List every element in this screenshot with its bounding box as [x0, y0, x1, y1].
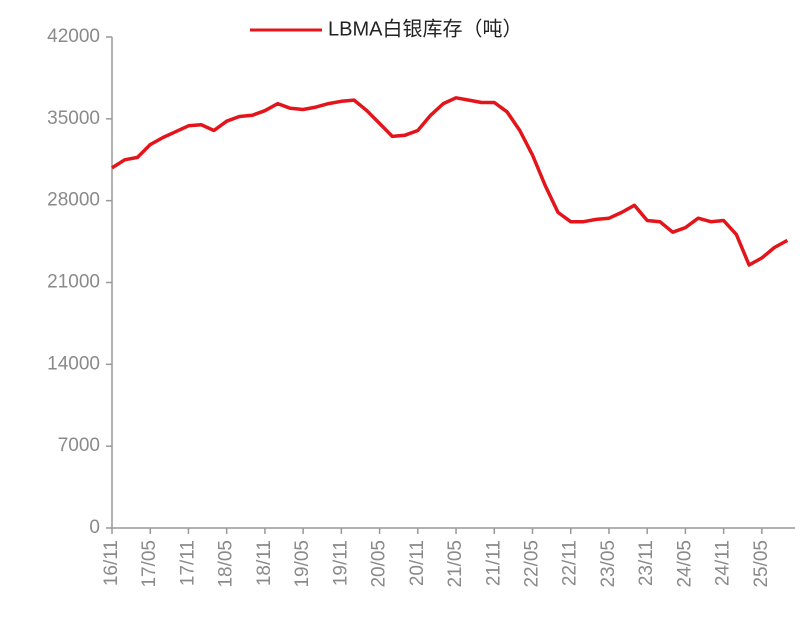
x-tick-label: 16/11 [101, 540, 122, 586]
y-tick-label: 42000 [47, 26, 100, 47]
x-tick-label: 17/05 [139, 540, 160, 588]
legend-label: LBMA白银库存（吨） [328, 17, 522, 40]
x-tick-label: 22/11 [560, 540, 581, 586]
x-tick-label: 24/05 [674, 540, 695, 588]
x-tick-label: 21/05 [445, 540, 466, 588]
x-tick-label: 19/11 [330, 540, 351, 586]
x-tick-label: 20/05 [369, 540, 390, 588]
x-tick-label: 22/05 [522, 540, 543, 588]
x-tick-label: 18/11 [254, 540, 275, 586]
y-tick-label: 28000 [47, 190, 100, 211]
y-tick-label: 7000 [58, 435, 100, 456]
x-tick-label: 19/05 [292, 540, 313, 588]
x-tick-label: 17/11 [177, 540, 198, 586]
x-tick-label: 23/05 [598, 540, 619, 588]
x-tick-label: 20/11 [407, 540, 428, 586]
series-line [111, 96, 789, 267]
y-tick-label: 21000 [47, 272, 100, 293]
y-tick-label: 35000 [47, 108, 100, 129]
y-tick-label: 14000 [47, 353, 100, 374]
x-tick-label: 24/11 [713, 540, 734, 586]
x-tick-label: 25/05 [751, 540, 772, 588]
x-tick-label: 23/11 [636, 540, 657, 586]
x-tick-label: 21/11 [483, 540, 504, 586]
y-tick-label: 0 [89, 517, 100, 538]
x-tick-label: 18/05 [216, 540, 237, 588]
